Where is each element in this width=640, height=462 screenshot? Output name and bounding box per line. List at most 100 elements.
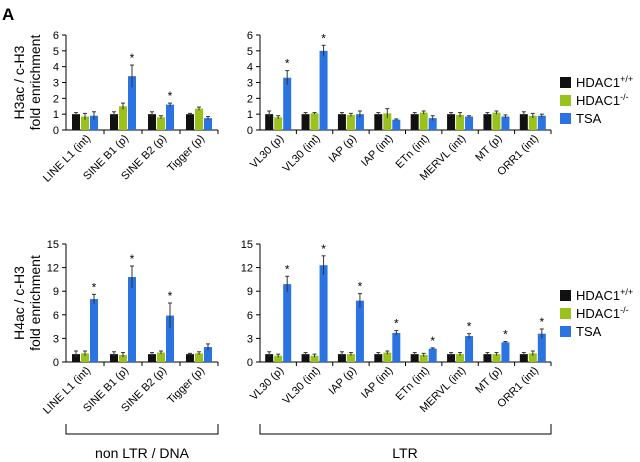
y-tick-label: 1 [247, 109, 253, 121]
y-axis-label: fold enrichment [27, 35, 43, 131]
bar [538, 116, 546, 130]
y-tick-label: 2 [247, 93, 253, 105]
bar [374, 114, 382, 130]
bar [501, 117, 509, 130]
y-tick-label: 3 [247, 333, 253, 345]
y-tick-label: 3 [247, 78, 253, 90]
bar [411, 114, 419, 130]
bar [283, 284, 291, 362]
legend-swatch [560, 77, 571, 88]
bar [356, 301, 364, 362]
bar [320, 265, 328, 362]
y-tick-label: 1 [53, 109, 59, 121]
bar [501, 342, 509, 362]
legends-layer: HDAC1+/+HDAC1-/-TSAHDAC1+/+HDAC1-/-TSA [560, 74, 633, 339]
x-tick-label: IAP (int) [359, 365, 395, 401]
significance-star: * [168, 289, 173, 303]
bar [392, 120, 400, 130]
legend-label: TSA [576, 324, 602, 339]
legend-swatch [560, 326, 571, 337]
chart-top-right: 0123456*VL30 (p)*VL30 (int) IAP (p) IAP (i… [247, 30, 551, 183]
bar [157, 117, 165, 130]
significance-star: * [92, 280, 97, 294]
bar [483, 114, 491, 130]
bar [347, 115, 355, 130]
significance-star: * [285, 57, 290, 71]
bar [119, 106, 127, 130]
y-tick-label: 12 [241, 263, 253, 275]
bar [447, 114, 455, 130]
bar [90, 299, 98, 362]
y-tick-label: 6 [247, 30, 253, 42]
legend-label: HDAC1+/+ [576, 74, 633, 90]
significance-star: * [503, 328, 508, 342]
bar [72, 114, 80, 130]
bar [338, 114, 346, 130]
x-tick-label: VL30 (int) [280, 133, 322, 175]
significance-star: * [130, 252, 135, 266]
y-axis-label: fold enrichment [27, 255, 43, 351]
x-tick-label: Tigger (p) [165, 365, 207, 407]
y-tick-label: 6 [247, 310, 253, 322]
y-tick-label: 6 [53, 310, 59, 322]
significance-star: * [130, 51, 135, 65]
significance-star: * [358, 280, 363, 294]
y-tick-label: 9 [247, 286, 253, 298]
legend-label: HDAC1+/+ [576, 287, 633, 303]
significance-star: * [467, 320, 472, 334]
x-tick-label: Tigger (p) [165, 133, 207, 175]
y-tick-label: 0 [247, 357, 253, 369]
significance-star: * [394, 317, 399, 331]
significance-star: * [321, 31, 326, 45]
significance-star: * [285, 262, 290, 276]
bar [166, 105, 174, 130]
bar [465, 117, 473, 130]
bar [204, 118, 212, 130]
bar [311, 113, 319, 130]
bar [128, 277, 136, 362]
bar [283, 78, 291, 130]
bar [492, 113, 500, 130]
bar [195, 109, 203, 130]
x-tick-label: VL30 (int) [280, 365, 322, 407]
y-tick-label: 0 [247, 125, 253, 137]
group-bracket-left: non LTR / DNA [66, 424, 218, 461]
y-tick-label: 15 [241, 239, 253, 251]
bar [186, 114, 194, 130]
legend-swatch [560, 95, 571, 106]
x-tick-label: IAP (p) [327, 133, 360, 166]
legend: HDAC1+/+ HDAC1-/- TSA [560, 74, 633, 126]
x-tick-label: IAP (int) [359, 133, 395, 169]
y-axis-label: H4ac / c-H3 [11, 266, 27, 340]
y-tick-label: 0 [53, 357, 59, 369]
y-tick-label: 3 [53, 78, 59, 90]
legend-swatch [560, 290, 571, 301]
legend: HDAC1+/+ HDAC1-/- TSA [560, 287, 633, 339]
y-tick-label: 2 [53, 93, 59, 105]
figure-canvas: A 0123456H3ac / c-H3 fold enrichmentLINE … [0, 0, 640, 462]
significance-star: * [321, 242, 326, 256]
group-label-right: LTR [392, 445, 417, 461]
bar [320, 51, 328, 130]
bar [186, 354, 194, 362]
y-tick-label: 15 [47, 239, 59, 251]
legend-swatch [560, 308, 571, 319]
legend-swatch [560, 113, 571, 124]
bar [274, 117, 282, 130]
x-tick-label: MT (p) [473, 365, 504, 396]
x-tick-label: MT (p) [473, 133, 504, 164]
significance-star: * [430, 334, 435, 348]
bar [465, 336, 473, 362]
group-label-left: non LTR / DNA [95, 445, 190, 461]
y-tick-label: 9 [53, 286, 59, 298]
y-tick-label: 3 [53, 333, 59, 345]
y-tick-label: 6 [53, 30, 59, 42]
legend-label: TSA [576, 111, 602, 126]
significance-star: * [168, 89, 173, 103]
significance-star: * [539, 315, 544, 329]
legend-label: HDAC1-/- [576, 305, 629, 321]
bar [302, 114, 310, 130]
bar [429, 349, 437, 362]
